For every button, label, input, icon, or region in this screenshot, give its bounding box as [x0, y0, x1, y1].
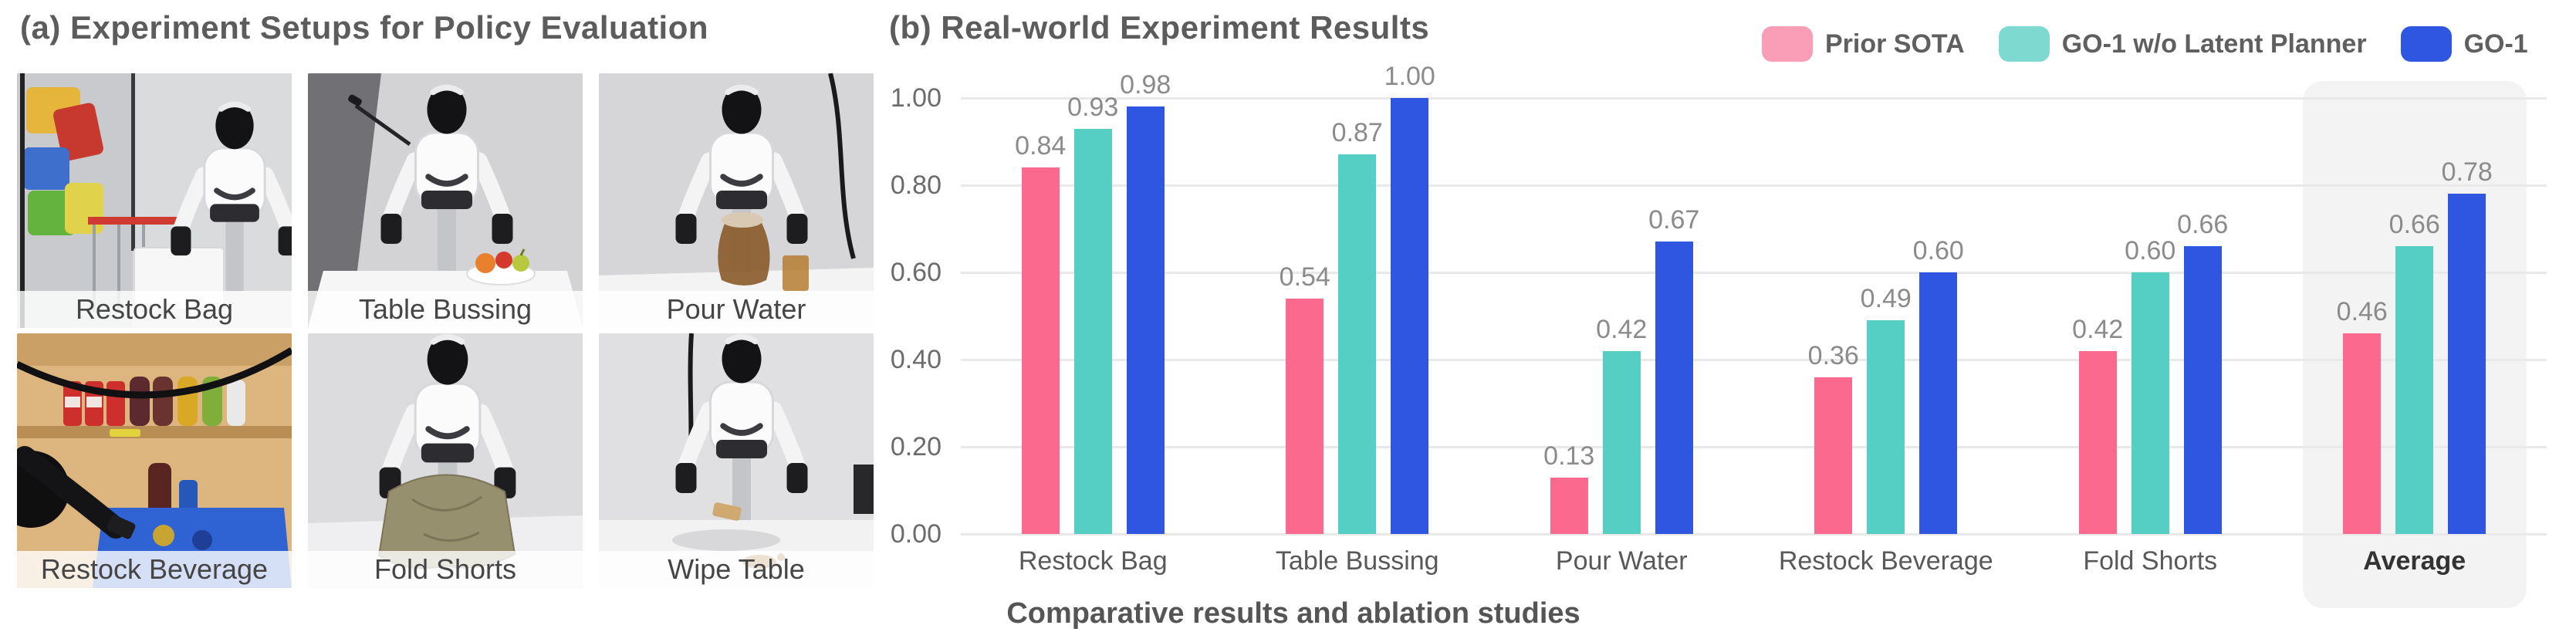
legend-swatch: [1762, 26, 1813, 62]
gridline: [961, 445, 2547, 448]
bar-value-label: 0.42: [2072, 314, 2124, 344]
bar-prior-sota: [2343, 333, 2382, 534]
photo-label-wipe-table: Wipe Table: [599, 551, 874, 588]
bar-value-label: 0.54: [1279, 262, 1330, 292]
photo-pour-water: Pour Water: [599, 73, 874, 328]
panel-a-title: (a) Experiment Setups for Policy Evaluat…: [20, 9, 709, 46]
bar-go-1-w-o-latent-planner: [1867, 320, 1905, 534]
x-axis-category-label: Fold Shorts: [2083, 546, 2218, 576]
y-axis-tick-label: 0.60: [890, 258, 941, 287]
table-bussing-photo-illustration: [308, 73, 583, 328]
bar-prior-sota: [2078, 350, 2117, 534]
y-axis-tick-label: 1.00: [890, 83, 941, 113]
bar-go-1: [2448, 194, 2486, 534]
x-axis-category-label: Restock Beverage: [1778, 546, 1993, 576]
photo-restock-bag: Restock Bag: [17, 73, 292, 328]
bar-go-1-w-o-latent-planner: [2131, 272, 2169, 534]
legend-item-go-1: GO-1: [2400, 26, 2528, 62]
bar-go-1-w-o-latent-planner: [1602, 350, 1641, 534]
gridline: [961, 532, 2547, 536]
y-axis-tick-label: 0.20: [890, 432, 941, 461]
bar-value-label: 0.36: [1807, 340, 1859, 370]
y-axis-tick-label: 0.00: [890, 519, 941, 549]
bar-prior-sota: [1286, 298, 1324, 534]
bar-chart: 0.00 0.20 0.40 0.60 0.80 1.00 0.84 0.93 0.98 Rest…: [891, 62, 2547, 608]
bar-value-label: 0.66: [2388, 210, 2440, 240]
bar-go-1: [1126, 106, 1165, 534]
photo-label-table-bussing: Table Bussing: [308, 291, 583, 328]
gridline: [961, 184, 2547, 187]
bar-value-label: 1.00: [1384, 62, 1435, 91]
legend-swatch: [1998, 26, 2050, 62]
photo-label-pour-water: Pour Water: [599, 291, 874, 328]
x-axis-category-label: Table Bussing: [1275, 546, 1439, 576]
photo-wipe-table: Wipe Table: [599, 333, 874, 588]
figure-caption: Comparative results and ablation studies: [1006, 597, 1580, 630]
legend-label: Prior SOTA: [1825, 29, 1965, 59]
bar-go-1: [1919, 272, 1958, 534]
bar-value-label: 0.60: [1912, 236, 1964, 265]
panel-b-title: (b) Real-world Experiment Results: [889, 9, 1430, 46]
legend-swatch: [2400, 26, 2452, 62]
legend-item-go-1-w-o-latent-planner: GO-1 w/o Latent Planner: [1998, 26, 2367, 62]
bar-value-label: 0.78: [2441, 157, 2493, 188]
bar-value-label: 0.46: [2336, 297, 2388, 327]
photo-table-bussing: Table Bussing: [308, 73, 583, 328]
bar-value-label: 0.93: [1067, 92, 1119, 122]
bar-go-1-w-o-latent-planner: [1338, 154, 1377, 534]
x-axis-category-label: Average: [2363, 546, 2466, 576]
photo-label-restock-bag: Restock Bag: [17, 291, 292, 328]
legend-item-prior-sota: Prior SOTA: [1762, 26, 1965, 62]
y-axis-tick-label: 0.80: [890, 171, 941, 200]
photo-label-fold-shorts: Fold Shorts: [308, 551, 583, 588]
x-axis-category-label: Restock Bag: [1018, 546, 1168, 576]
bar-go-1: [1655, 242, 1693, 534]
bar-value-label: 0.66: [2177, 210, 2229, 240]
bar-value-label: 0.60: [2125, 236, 2176, 265]
bar-value-label: 0.84: [1015, 131, 1067, 161]
photo-label-restock-beverage: Restock Beverage: [17, 551, 292, 588]
gridline: [961, 96, 2547, 100]
photo-grid: Restock Bag Table Bussing: [17, 73, 874, 588]
chart-legend: Prior SOTA GO-1 w/o Latent Planner GO-1: [1762, 26, 2528, 62]
legend-label: GO-1: [2463, 29, 2528, 59]
y-axis-tick-label: 0.40: [890, 345, 941, 374]
bar-go-1-w-o-latent-planner: [2395, 246, 2434, 534]
photo-fold-shorts: Fold Shorts: [308, 333, 583, 588]
bar-value-label: 0.67: [1648, 205, 1700, 235]
x-axis-category-label: Pour Water: [1555, 546, 1688, 576]
bar-value-label: 0.42: [1596, 314, 1648, 344]
bar-go-1: [1391, 98, 1429, 534]
bar-go-1-w-o-latent-planner: [1073, 128, 1112, 534]
bar-value-label: 0.13: [1543, 441, 1595, 471]
bar-value-label: 0.87: [1331, 118, 1383, 148]
pour-water-photo-illustration: [599, 73, 874, 328]
photo-restock-beverage: Restock Beverage: [17, 333, 292, 588]
bar-prior-sota: [1550, 477, 1588, 534]
bar-prior-sota: [1021, 167, 1060, 534]
legend-label: GO-1 w/o Latent Planner: [2061, 29, 2367, 59]
gridline: [961, 271, 2547, 274]
bar-prior-sota: [1814, 377, 1853, 534]
restock-beverage-photo-illustration: [17, 333, 292, 588]
fold-shorts-photo-illustration: [308, 333, 583, 588]
bar-go-1: [2183, 246, 2222, 534]
bar-value-label: 0.49: [1860, 284, 1912, 314]
wipe-table-photo-illustration: [599, 333, 874, 588]
gridline: [961, 358, 2547, 361]
bar-value-label: 0.98: [1120, 70, 1171, 100]
restock-bag-photo-illustration: [17, 73, 292, 328]
